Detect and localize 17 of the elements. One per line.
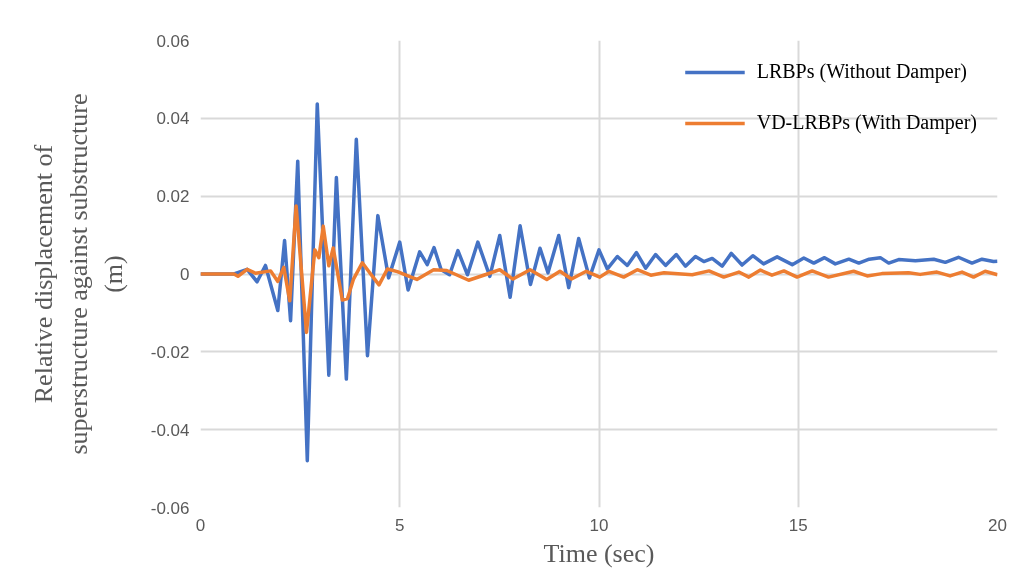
y-tick-label: 0 xyxy=(180,265,190,284)
y-tick-label: -0.06 xyxy=(150,498,190,518)
y-tick-label: 0.02 xyxy=(156,187,190,207)
legend-label: LRBPs (Without Damper) xyxy=(756,60,968,83)
y-tick-label: -0.04 xyxy=(150,420,190,440)
x-tick-label: 20 xyxy=(988,515,1007,535)
y-tick-label: 0.04 xyxy=(156,109,190,129)
x-tick-label: 15 xyxy=(788,515,808,535)
x-axis-title: Time (sec) xyxy=(543,538,655,568)
y-tick-label: 0.06 xyxy=(156,31,190,51)
y-axis-title: Relative displacement of superstructure against substructure (m) xyxy=(29,93,128,455)
x-tick-label: 5 xyxy=(395,515,405,535)
y-tick-label: -0.02 xyxy=(150,342,190,362)
x-tick-label: 10 xyxy=(589,515,609,535)
line-series xyxy=(200,204,998,335)
legend-label: VD-LRBPs (With Damper) xyxy=(756,111,977,134)
x-tick-label: 0 xyxy=(195,515,206,535)
